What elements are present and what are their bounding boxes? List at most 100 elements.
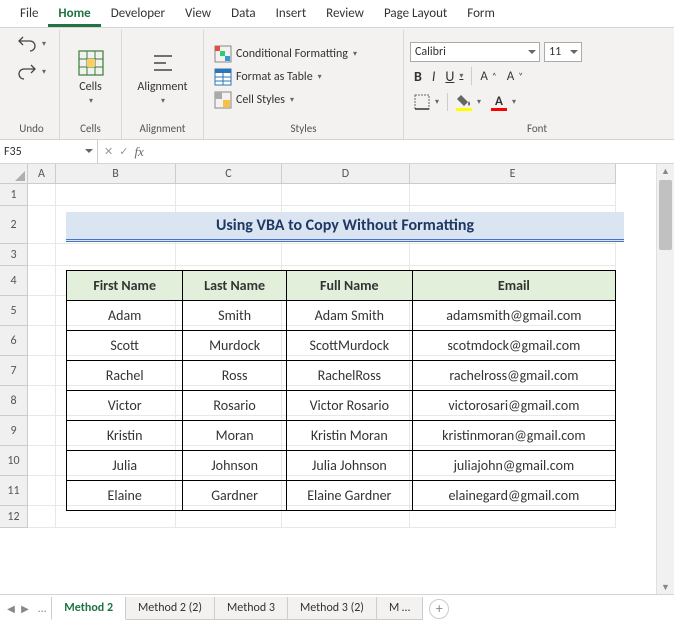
group-label-font: Font (410, 120, 664, 137)
table-cell: rachelross@gmail.com (412, 361, 615, 391)
add-sheet-button[interactable]: + (429, 599, 449, 619)
cells-button[interactable]: Cells▾ (70, 44, 112, 110)
table-cell: Elaine (67, 481, 183, 511)
col-head-D[interactable]: D (282, 164, 410, 184)
column-headers: ABCDE (28, 164, 616, 184)
scroll-thumb[interactable] (659, 180, 672, 250)
table-cell: juliajohn@gmail.com (412, 451, 615, 481)
sheet-tab[interactable]: Method 2 (51, 597, 126, 620)
font-color-button[interactable]: A▾ (487, 91, 520, 113)
table-cell: Julia Johnson (286, 451, 412, 481)
row-head-6[interactable]: 6 (0, 326, 28, 356)
formula-bar: F35 ✕ ✓ fx (0, 140, 674, 164)
svg-text:A: A (495, 94, 503, 109)
row-head-1[interactable]: 1 (0, 184, 28, 206)
format-as-table-button[interactable]: Format as Table▾ (210, 66, 397, 88)
col-head-C[interactable]: C (176, 164, 282, 184)
sheet-tab[interactable]: M … (376, 597, 423, 620)
name-box[interactable]: F35 (0, 140, 98, 163)
alignment-button[interactable]: Alignment▾ (131, 44, 193, 110)
italic-button[interactable]: I (428, 66, 440, 87)
row-head-11[interactable]: 11 (0, 476, 28, 506)
increase-font-button[interactable]: A˄ (476, 67, 500, 86)
row-head-5[interactable]: 5 (0, 296, 28, 326)
fx-icon[interactable]: fx (134, 144, 143, 160)
menu-tab-home[interactable]: Home (48, 0, 100, 27)
menu-tab-view[interactable]: View (175, 0, 221, 27)
menu-tab-developer[interactable]: Developer (101, 0, 175, 27)
conditional-formatting-button[interactable]: Conditional Formatting▾ (210, 43, 397, 65)
table-cell: Scott (67, 331, 183, 361)
table-cell: Elaine Gardner (286, 481, 412, 511)
table-cell: ScottMurdock (286, 331, 412, 361)
col-head-B[interactable]: B (56, 164, 176, 184)
row-head-7[interactable]: 7 (0, 356, 28, 386)
group-label-alignment: Alignment (128, 120, 197, 137)
sheet-tab[interactable]: Method 2 (2) (125, 597, 215, 620)
table-cell: Kristin (67, 421, 183, 451)
row-head-4[interactable]: 4 (0, 266, 28, 296)
alignment-label: Alignment (137, 80, 187, 94)
undo-button[interactable]: ▾ (13, 34, 50, 54)
table-header: Full Name (286, 271, 412, 301)
enter-formula-icon: ✓ (119, 145, 128, 158)
row-head-2[interactable]: 2 (0, 206, 28, 244)
table-row: ScottMurdockScottMurdockscotmdock@gmail.… (67, 331, 616, 361)
table-cell: victorosari@gmail.com (412, 391, 615, 421)
bold-button[interactable]: B (410, 66, 426, 87)
redo-button[interactable]: ▾ (13, 62, 50, 82)
table-cell: Julia (67, 451, 183, 481)
menu-tab-page-layout[interactable]: Page Layout (374, 0, 457, 27)
table-cell: Adam (67, 301, 183, 331)
menu-tab-review[interactable]: Review (316, 0, 374, 27)
row-head-9[interactable]: 9 (0, 416, 28, 446)
formula-input[interactable] (150, 140, 674, 163)
group-label-undo: Undo (10, 120, 53, 137)
menu-tab-file[interactable]: File (10, 0, 48, 27)
menu-tab-insert[interactable]: Insert (266, 0, 317, 27)
menu-tab-data[interactable]: Data (221, 0, 266, 27)
sheet-tab[interactable]: Method 3 (214, 597, 288, 620)
font-name-select[interactable]: Calibri (410, 42, 540, 62)
table-row: JuliaJohnsonJulia Johnsonjuliajohn@gmail… (67, 451, 616, 481)
table-cell: RachelRoss (286, 361, 412, 391)
row-head-12[interactable]: 12 (0, 506, 28, 528)
table-header: Last Name (183, 271, 287, 301)
row-head-8[interactable]: 8 (0, 386, 28, 416)
cell-styles-button[interactable]: Cell Styles▾ (210, 89, 397, 111)
table-cell: Rachel (67, 361, 183, 391)
table-cell: scotmdock@gmail.com (412, 331, 615, 361)
table-header: First Name (67, 271, 183, 301)
table-cell: kristinmoran@gmail.com (412, 421, 615, 451)
row-headers: 123456789101112 (0, 184, 28, 594)
sheet-tab-strip: ◀ ▶ … Method 2Method 2 (2)Method 3Method… (0, 594, 674, 622)
menu-tab-form[interactable]: Form (457, 0, 505, 27)
table-cell: adamsmith@gmail.com (412, 301, 615, 331)
borders-button[interactable]: ▾ (410, 92, 443, 112)
table-cell: Victor (67, 391, 183, 421)
grid-cells[interactable]: Using VBA to Copy Without Formatting Fir… (28, 184, 616, 528)
table-header: Email (412, 271, 615, 301)
col-head-E[interactable]: E (410, 164, 616, 184)
table-cell: Rosario (183, 391, 287, 421)
cancel-formula-icon: ✕ (104, 145, 113, 158)
row-head-10[interactable]: 10 (0, 446, 28, 476)
row-head-3[interactable]: 3 (0, 244, 28, 266)
table-cell: Moran (183, 421, 287, 451)
underline-button[interactable]: U▾ (441, 66, 467, 87)
table-row: ElaineGardnerElaine Gardnerelainegard@gm… (67, 481, 616, 511)
tab-overflow[interactable]: … (32, 598, 52, 620)
menu-bar: FileHomeDeveloperViewDataInsertReviewPag… (0, 0, 674, 28)
tab-nav-prev[interactable]: ◀ (4, 602, 18, 615)
decrease-font-button[interactable]: A˅ (503, 67, 527, 86)
col-head-A[interactable]: A (28, 164, 56, 184)
table-cell: Victor Rosario (286, 391, 412, 421)
group-label-cells: Cells (66, 120, 115, 137)
sheet-tab[interactable]: Method 3 (2) (287, 597, 377, 620)
table-cell: Ross (183, 361, 287, 391)
vertical-scrollbar[interactable]: ▲ ▼ (656, 164, 674, 594)
tab-nav-next[interactable]: ▶ (18, 602, 32, 615)
fill-color-button[interactable]: ▾ (452, 91, 485, 113)
select-all-corner[interactable] (0, 164, 28, 184)
font-size-select[interactable]: 11 (544, 42, 582, 62)
